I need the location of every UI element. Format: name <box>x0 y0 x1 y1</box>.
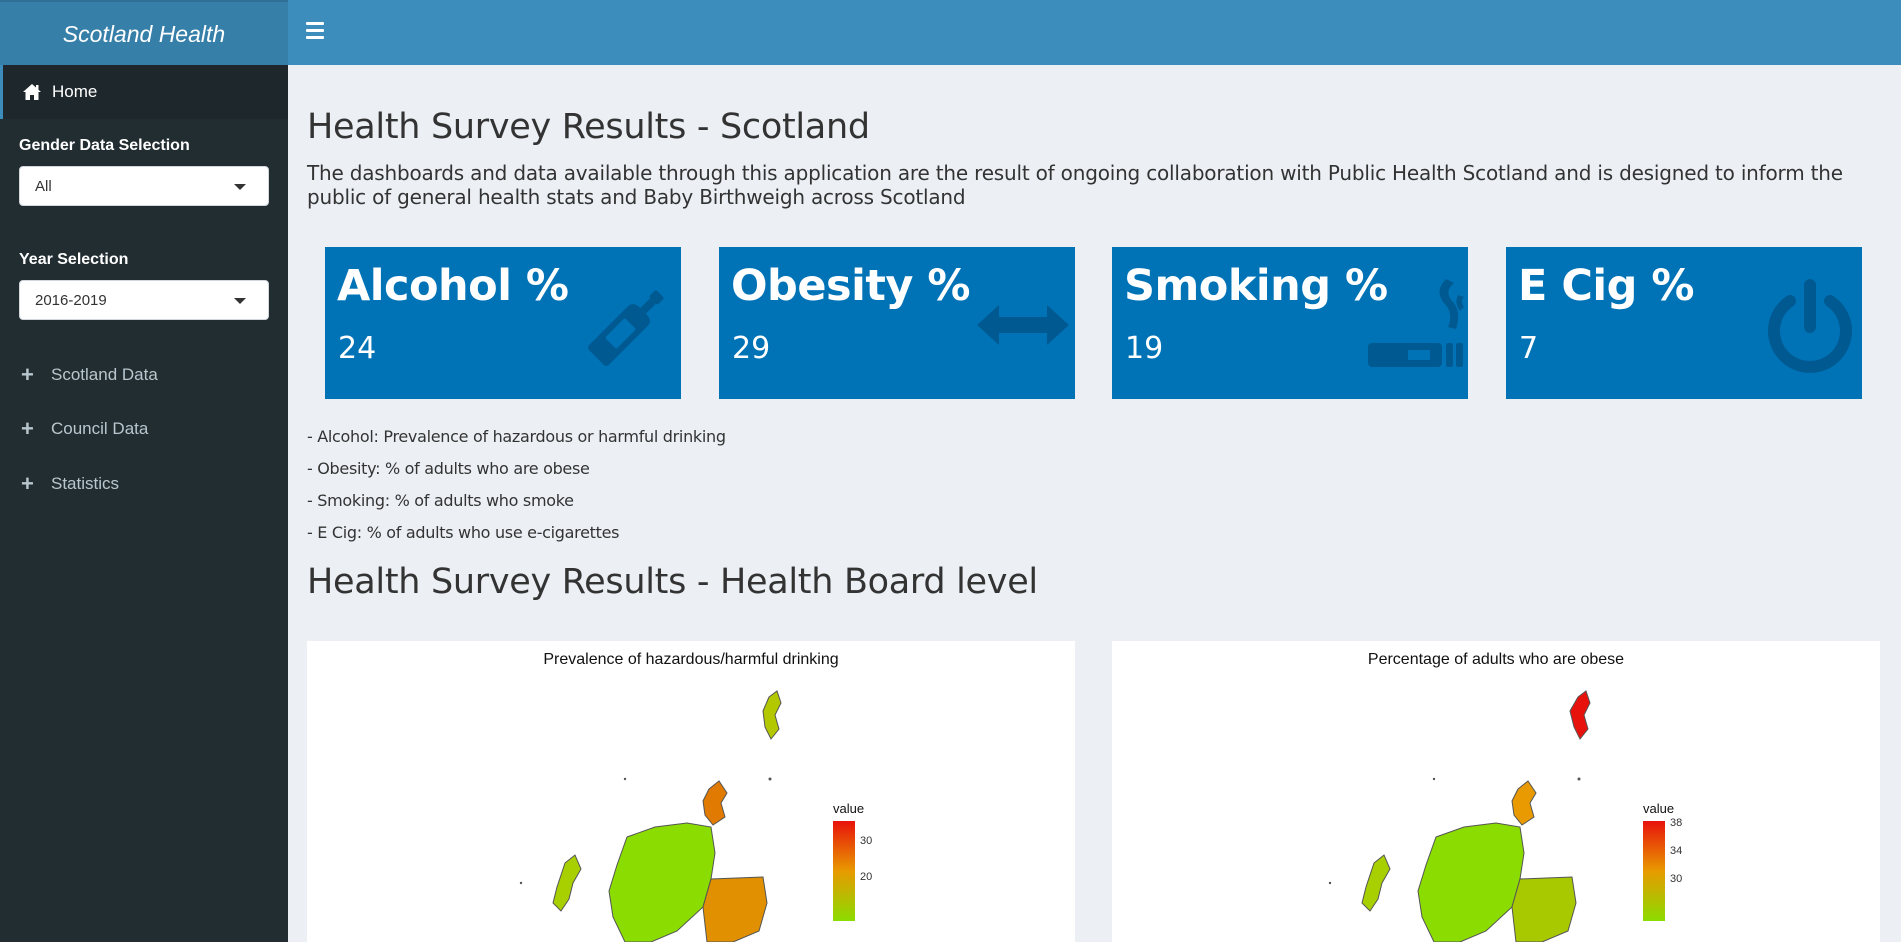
arrows-horizontal-icon <box>977 305 1069 345</box>
indicator-notes: - Alcohol: Prevalence of hazardous or ha… <box>307 421 726 549</box>
note-obesity: - Obesity: % of adults who are obese <box>307 459 590 478</box>
legend-tick: 20 <box>860 871 873 883</box>
map-region-islet <box>1432 777 1436 781</box>
map-panel-obesity: Percentage of adults who are obese value… <box>1112 641 1880 942</box>
wine-bottle-icon <box>587 290 664 367</box>
map-region-shetland <box>1569 690 1591 740</box>
gender-select-value: All <box>35 177 52 195</box>
gender-select[interactable]: All <box>19 166 269 206</box>
map-title: Prevalence of hazardous/harmful drinking <box>543 651 839 668</box>
year-select[interactable]: 2016-2019 <box>19 280 269 320</box>
sidebar-item-statistics[interactable]: + Statistics <box>21 469 119 499</box>
app-logo[interactable]: Scotland Health <box>0 0 288 65</box>
scotland-map-obesity <box>1328 690 1591 942</box>
smoking-icon <box>1368 279 1464 367</box>
sidebar-item-home[interactable]: Home <box>0 65 288 119</box>
value-box-value: 24 <box>338 331 377 366</box>
hamburger-icon[interactable] <box>306 22 324 42</box>
map-region-islet <box>623 777 627 781</box>
value-box-alcohol[interactable]: Alcohol % 24 <box>325 247 681 399</box>
map-region-grampian <box>702 876 768 942</box>
legend-tick: 38 <box>1670 817 1683 829</box>
value-box-title: E Cig % <box>1518 261 1694 311</box>
note-ecig: - E Cig: % of adults who use e-cigarette… <box>307 523 620 542</box>
map-region-grampian <box>1511 876 1577 942</box>
sidebar: Home Gender Data Selection All Year Sele… <box>0 65 288 942</box>
legend-color-bar <box>833 821 855 921</box>
sidebar-item-council-data[interactable]: + Council Data <box>21 414 148 444</box>
section-title: Health Survey Results - Health Board lev… <box>307 562 1038 602</box>
value-box-title: Obesity % <box>731 261 970 311</box>
value-box-title: Alcohol % <box>337 261 569 311</box>
map-title: Percentage of adults who are obese <box>1367 651 1625 668</box>
year-selection-label: Year Selection <box>19 251 129 268</box>
map-region-fair-isle <box>768 777 772 781</box>
map-region-orkney <box>702 780 728 826</box>
gender-selection-label: Gender Data Selection <box>19 137 190 154</box>
main-content: Health Survey Results - Scotland The das… <box>288 65 1901 942</box>
intro-text: The dashboards and data available throug… <box>307 161 1843 209</box>
note-smoking: - Smoking: % of adults who smoke <box>307 491 574 510</box>
value-box-ecig[interactable]: E Cig % 7 <box>1506 247 1862 399</box>
value-box-title: Smoking % <box>1124 261 1388 311</box>
legend-title: value <box>833 801 865 816</box>
value-box-smoking[interactable]: Smoking % 19 <box>1112 247 1468 399</box>
top-navbar: Scotland Health <box>0 0 1901 65</box>
value-box-value: 7 <box>1519 331 1539 366</box>
legend-tick: 30 <box>1670 873 1683 885</box>
legend-title: value <box>1643 801 1675 816</box>
map-region-fair-isle <box>1577 777 1581 781</box>
map-region-highland <box>608 822 716 942</box>
value-box-value: 29 <box>732 331 771 366</box>
value-box-obesity[interactable]: Obesity % 29 <box>719 247 1075 399</box>
sidebar-item-label: Home <box>52 82 98 101</box>
year-select-value: 2016-2019 <box>35 291 107 309</box>
map-region-western-isles <box>1361 854 1391 912</box>
map-region-islet <box>1328 881 1332 885</box>
map-panel-alcohol: Prevalence of hazardous/harmful drinking… <box>307 641 1075 942</box>
map-region-western-isles <box>552 854 582 912</box>
home-icon <box>23 84 41 100</box>
plus-icon: + <box>21 362 34 387</box>
map-region-orkney <box>1511 780 1537 826</box>
chevron-down-icon <box>234 298 246 304</box>
chevron-down-icon <box>234 184 246 190</box>
legend-tick: 34 <box>1670 845 1683 857</box>
sidebar-item-scotland-data[interactable]: + Scotland Data <box>21 360 158 390</box>
power-off-icon <box>1768 279 1852 373</box>
sidebar-item-label: Council Data <box>51 419 149 438</box>
sidebar-item-label: Scotland Data <box>51 365 158 384</box>
app-title: Scotland Health <box>62 21 226 47</box>
map-region-islet <box>519 881 523 885</box>
scotland-map-alcohol <box>519 690 782 942</box>
legend-color-bar <box>1643 821 1665 921</box>
sidebar-item-label: Statistics <box>51 474 120 493</box>
note-alcohol: - Alcohol: Prevalence of hazardous or ha… <box>307 427 726 446</box>
legend-tick: 30 <box>860 835 873 847</box>
map-region-highland <box>1417 822 1525 942</box>
map-region-shetland <box>762 690 782 740</box>
value-box-value: 19 <box>1125 331 1164 366</box>
plus-icon: + <box>21 471 34 496</box>
plus-icon: + <box>21 416 34 441</box>
page-title: Health Survey Results - Scotland <box>307 107 870 147</box>
